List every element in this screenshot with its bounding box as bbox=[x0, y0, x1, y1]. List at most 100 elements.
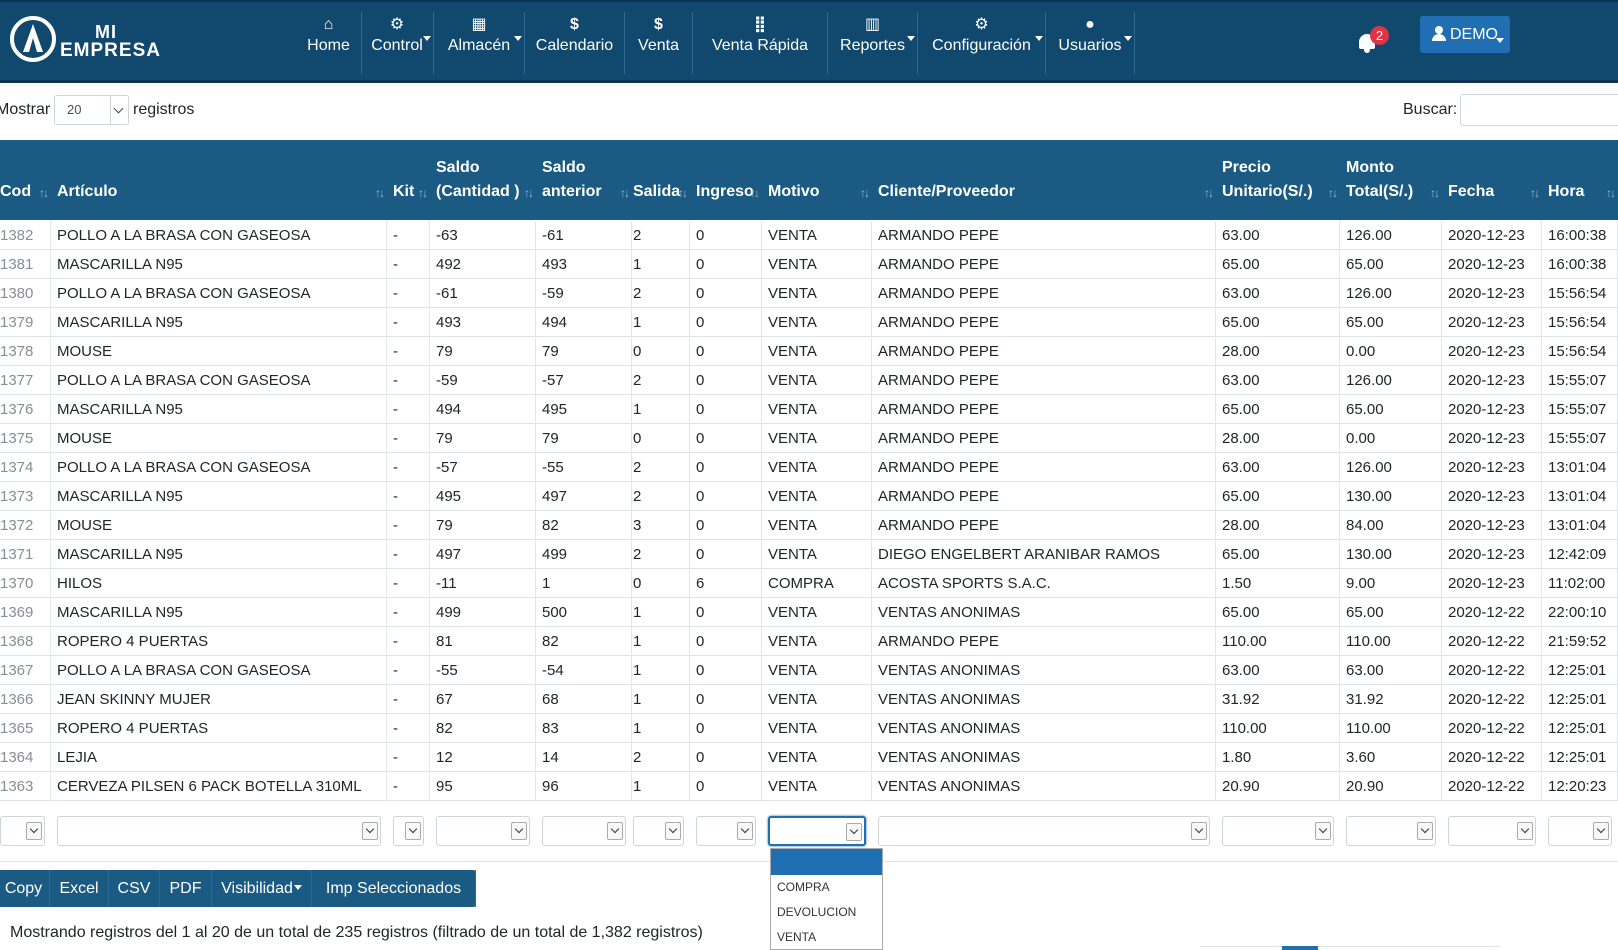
table-row[interactable]: 1365 ROPERO 4 PUERTAS -82 83 1 0 VENTA VENTAS A… bbox=[0, 714, 1618, 743]
column-filter-select[interactable] bbox=[542, 816, 626, 846]
table-row[interactable]: 1372 MOUSE -79 82 3 0 VENTA ARMANDO PEPE 28.00 84… bbox=[0, 511, 1618, 540]
chevron-down-icon bbox=[846, 823, 862, 841]
imp-seleccionados-button[interactable]: Imp Seleccionados bbox=[312, 870, 476, 907]
dollar-icon: $ bbox=[654, 16, 663, 33]
table-row[interactable]: 1373 MASCARILLA N95-495 497 2 0 VENTA ARMANDO … bbox=[0, 482, 1618, 511]
table-row[interactable]: 1380 POLLO A LA BRASA CON GASEOSA - -61 -59 2… bbox=[0, 279, 1618, 308]
column-header[interactable]: Cliente/Proveedor ↑↓ bbox=[872, 140, 1216, 220]
table-cell: ACOSTA SPORTS S.A.C. bbox=[872, 569, 1216, 598]
nav-venta-r-pida[interactable]: ⣿ Venta Rápida bbox=[693, 12, 828, 74]
table-row[interactable]: 1366 JEAN SKINNY MUJER -67 68 1 0 VENTA VENTAS … bbox=[0, 685, 1618, 714]
dropdown-option[interactable]: VENTA bbox=[777, 930, 817, 944]
table-cell: 1372 bbox=[0, 511, 51, 540]
column-header[interactable]: Cod ↑↓ bbox=[0, 140, 51, 220]
table-row[interactable]: 1368 ROPERO 4 PUERTAS -81 82 1 0 VENTA ARMANDO … bbox=[0, 627, 1618, 656]
column-filter-select[interactable] bbox=[57, 816, 381, 846]
table-cell: VENTA bbox=[762, 772, 872, 801]
nav-usuarios[interactable]: ● Usuarios bbox=[1046, 12, 1135, 74]
column-filter-select[interactable] bbox=[393, 816, 424, 846]
table-row[interactable]: 1370 HILOS - -11 1 0 6 COMPRA ACOSTA SPORTS S.A.… bbox=[0, 569, 1618, 598]
table-row[interactable]: 1379 MASCARILLA N95-493 494 1 0 VENTA ARMANDO … bbox=[0, 308, 1618, 337]
column-header[interactable]: Artículo ↑↓ bbox=[51, 140, 387, 220]
gear-icon: ⚙ bbox=[974, 16, 989, 33]
column-header[interactable]: Saldo (Cantidad ) ↑↓ bbox=[430, 140, 536, 220]
column-header[interactable]: Fecha ↑↓ bbox=[1442, 140, 1542, 220]
table-cell: ARMANDO PEPE bbox=[872, 424, 1216, 453]
nav-almac-n[interactable]: ▦ Almacén bbox=[434, 12, 525, 74]
table-row[interactable]: 1375 MOUSE -79 79 0 0 VENTA ARMANDO PEPE 28.00 0.… bbox=[0, 424, 1618, 453]
copy-button[interactable]: Copy bbox=[0, 870, 50, 907]
column-filter-select[interactable] bbox=[768, 816, 866, 846]
table-row[interactable]: 1381 MASCARILLA N95-492 493 1 0 VENTA ARMANDO … bbox=[0, 250, 1618, 279]
table-row[interactable]: 1378 MOUSE -79 79 0 0 VENTA ARMANDO PEPE 28.00 0.… bbox=[0, 337, 1618, 366]
table-row[interactable]: 1369 MASCARILLA N95-499 500 1 0 VENTA VENTAS A… bbox=[0, 598, 1618, 627]
nav-home[interactable]: ⌂ Home bbox=[296, 12, 362, 74]
table-cell: 1367 bbox=[0, 656, 51, 685]
nav-configuraci-n[interactable]: ⚙ Configuración bbox=[918, 12, 1046, 74]
table-row[interactable]: 1377 POLLO A LA BRASA CON GASEOSA - -59 -57 2… bbox=[0, 366, 1618, 395]
table-cell: 1380 bbox=[0, 279, 51, 308]
table-row[interactable]: 1367 POLLO A LA BRASA CON GASEOSA - -55 -54 1… bbox=[0, 656, 1618, 685]
gears-icon: ⚙ bbox=[389, 16, 405, 33]
table-cell: 2020-12-22 bbox=[1442, 743, 1542, 772]
column-header[interactable]: Motivo ↑↓ bbox=[762, 140, 872, 220]
column-header[interactable]: Hora ↑↓ bbox=[1542, 140, 1618, 220]
column-filter-select[interactable] bbox=[878, 816, 1210, 846]
table-cell: VENTA bbox=[762, 540, 872, 569]
table-row[interactable]: 1382 POLLO A LA BRASA CON GASEOSA - -63 -61 2… bbox=[0, 221, 1618, 250]
column-header-label: Kit bbox=[393, 183, 415, 200]
column-header-label: Artículo bbox=[57, 183, 118, 200]
column-filter-select[interactable] bbox=[0, 816, 45, 846]
table-cell: 31.92 bbox=[1340, 685, 1442, 714]
column-filter-select[interactable] bbox=[1448, 816, 1536, 846]
column-filter-select[interactable] bbox=[436, 816, 530, 846]
table-row[interactable]: 1364 LEJIA -12 14 2 0 VENTA VENTAS ANONIMAS 1.80… bbox=[0, 743, 1618, 772]
column-filter-select[interactable] bbox=[1548, 816, 1612, 846]
button-label: Copy bbox=[4, 880, 43, 897]
dropdown-option[interactable]: COMPRA bbox=[777, 880, 830, 894]
column-filter-select[interactable] bbox=[1222, 816, 1334, 846]
chevron-down-icon bbox=[514, 36, 522, 41]
dropdown-option[interactable]: DEVOLUCION bbox=[777, 905, 857, 919]
column-header-label: Total(S/.) bbox=[1346, 183, 1414, 200]
table-cell: 20.90 bbox=[1216, 772, 1340, 801]
column-header[interactable]: Precio Unitario(S/.) ↑↓ bbox=[1216, 140, 1340, 220]
column-header[interactable]: Salida ↑↓ bbox=[627, 140, 690, 220]
chart-icon: ▥ bbox=[864, 16, 881, 33]
pdf-button[interactable]: PDF bbox=[160, 870, 212, 907]
visibilidad-button[interactable]: Visibilidad bbox=[212, 870, 312, 907]
column-filter-select[interactable] bbox=[1346, 816, 1436, 846]
excel-button[interactable]: Excel bbox=[50, 870, 109, 907]
nav-calendario[interactable]: $ Calendario bbox=[525, 12, 625, 74]
page-length-select[interactable]: 20 bbox=[54, 95, 129, 125]
column-header[interactable]: Kit ↑↓ bbox=[387, 140, 430, 220]
table-row[interactable]: 1363 CERVEZA PILSEN 6 PACK BOTELLA 310ML -… bbox=[0, 772, 1618, 801]
table-cell: 495 bbox=[430, 482, 536, 511]
brand-logo[interactable]: MI EMPRESA bbox=[10, 16, 185, 68]
dropdown-option[interactable] bbox=[771, 849, 882, 875]
column-header-label: Unitario(S/.) bbox=[1222, 183, 1313, 200]
column-header-line1: Saldo bbox=[542, 159, 586, 176]
nav-control[interactable]: ⚙ Control bbox=[361, 12, 434, 74]
table-cell: - bbox=[387, 685, 430, 714]
user-menu-button[interactable]: DEMO bbox=[1420, 16, 1510, 53]
table-row[interactable]: 1376 MASCARILLA N95-494 495 1 0 VENTA ARMANDO … bbox=[0, 395, 1618, 424]
table-cell: 15:56:54 bbox=[1542, 308, 1618, 337]
table-cell: 1376 bbox=[0, 395, 51, 424]
column-header[interactable]: Monto Total(S/.) ↑↓ bbox=[1340, 140, 1442, 220]
column-header[interactable]: Ingreso ↑↓ bbox=[690, 140, 762, 220]
nav-venta[interactable]: $ Venta bbox=[625, 12, 693, 74]
nav-label: Reportes bbox=[840, 37, 905, 54]
table-cell: 1 bbox=[536, 569, 632, 598]
nav-reportes[interactable]: ▥ Reportes bbox=[828, 12, 918, 74]
search-input[interactable] bbox=[1460, 94, 1618, 126]
brand-line1: MI bbox=[95, 22, 117, 42]
column-filter-select[interactable] bbox=[696, 816, 756, 846]
column-filter-select[interactable] bbox=[633, 816, 684, 846]
table-row[interactable]: 1371 MASCARILLA N95-497 499 2 0 VENTA DIEGO EN… bbox=[0, 540, 1618, 569]
table-row[interactable]: 1374 POLLO A LA BRASA CON GASEOSA - -57 -55 2… bbox=[0, 453, 1618, 482]
pagination-active-page[interactable] bbox=[1282, 946, 1318, 950]
csv-button[interactable]: CSV bbox=[109, 870, 160, 907]
table-cell: - bbox=[387, 540, 430, 569]
column-header[interactable]: Saldo anterior ↑↓ bbox=[536, 140, 632, 220]
